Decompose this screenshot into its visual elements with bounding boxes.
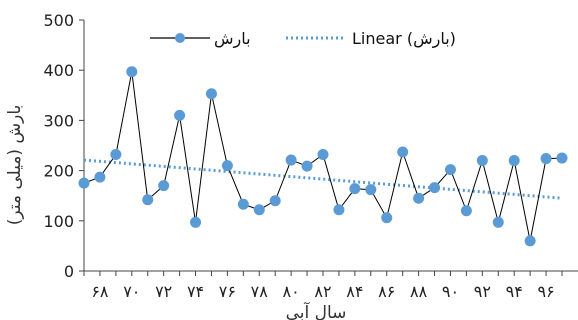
legend-marker-sample [175, 33, 185, 43]
x-tick-label: ۹۴ [506, 282, 523, 301]
data-point [221, 160, 233, 172]
data-point [78, 177, 90, 189]
x-tick-label: ۷۴ [187, 282, 204, 301]
y-tick-label: 500 [43, 11, 74, 30]
data-point [174, 109, 186, 121]
legend-label-precip: بارش [214, 29, 251, 49]
x-tick-label: ۸۰ [283, 282, 300, 301]
legend-label-trend: Linear (بارش) [352, 29, 456, 49]
data-point [285, 154, 297, 166]
x-tick-label: ۶۸ [91, 282, 109, 301]
data-point [190, 216, 202, 228]
x-tick-label: ۹۶ [537, 282, 554, 301]
data-point [301, 160, 313, 172]
data-point [540, 153, 552, 165]
data-point [397, 146, 409, 158]
y-tick-labels: 0 100 200 300 400 500 [43, 11, 84, 281]
data-point [413, 192, 425, 204]
x-tick-label: ۸۸ [410, 282, 428, 301]
legend: بارش Linear (بارش) [150, 29, 456, 49]
x-tick-label: ۷۸ [251, 282, 269, 301]
x-axis-title: سال آبی [286, 301, 347, 320]
y-axis-title: بارش (میلی متر) [5, 105, 25, 226]
data-point [126, 66, 138, 78]
data-point [142, 194, 154, 206]
y-tick-label: 400 [43, 61, 74, 80]
data-point [94, 171, 106, 183]
data-point [429, 182, 441, 194]
data-point [237, 198, 249, 210]
data-point [110, 149, 122, 161]
data-point [556, 152, 568, 164]
x-tick-label: ۷۶ [219, 282, 236, 301]
data-point [349, 183, 361, 195]
data-point [158, 180, 170, 192]
axes [83, 20, 578, 272]
x-tick-label: ۸۲ [314, 282, 331, 301]
series-layer [78, 66, 568, 247]
data-point [381, 212, 393, 224]
data-point [460, 205, 472, 217]
data-point [253, 204, 265, 216]
y-tick-label: 200 [43, 162, 74, 181]
x-tick-labels: ۶۸ ۷۰ ۷۲ ۷۴ ۷۶ ۷۸ ۸۰ ۸۲ ۸۴ ۸۶ ۸۸ ۹۰ ۹۲ ۹۴ ۹۶ [83, 271, 563, 301]
y-tick-label: 300 [43, 111, 74, 130]
data-point [444, 164, 456, 176]
x-tick-label: ۹۰ [442, 282, 459, 301]
data-point [317, 149, 329, 161]
x-tick-label: ۷۲ [155, 282, 172, 301]
data-point [508, 155, 520, 167]
data-point [524, 235, 536, 247]
x-tick-label: ۸۴ [346, 282, 363, 301]
data-point [269, 195, 281, 207]
y-tick-label: 100 [43, 212, 74, 231]
x-tick-label: ۷۰ [123, 282, 140, 301]
data-point [476, 155, 488, 167]
x-tick-label: ۸۶ [378, 282, 395, 301]
data-point [333, 204, 345, 216]
data-point [205, 88, 217, 100]
data-point [365, 184, 377, 196]
x-tick-label: ۹۲ [474, 282, 491, 301]
data-point [492, 216, 504, 228]
y-tick-label: 0 [64, 262, 74, 281]
